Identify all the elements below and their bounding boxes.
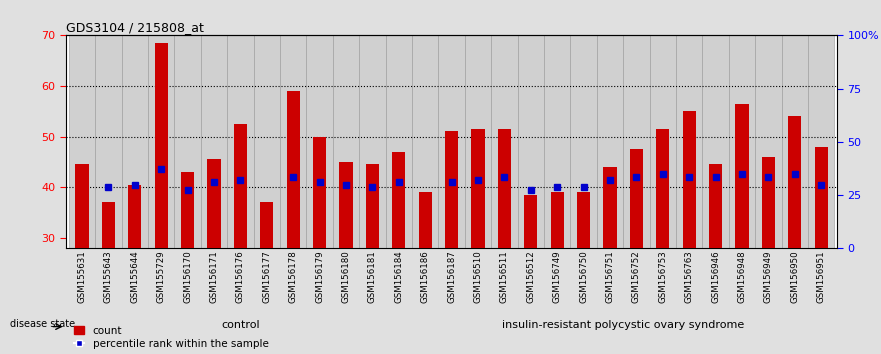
Bar [815,147,828,248]
Bar [736,104,749,248]
Bar [95,35,122,248]
Bar [418,192,432,248]
Bar [148,35,174,248]
Bar [101,202,115,248]
Bar [729,35,755,248]
Bar [570,35,596,248]
Bar [333,35,359,248]
Bar [683,111,696,248]
Bar [471,129,485,248]
Text: control: control [221,320,260,330]
Bar [122,35,148,248]
Bar [359,35,386,248]
Bar [808,35,834,248]
Bar [439,35,464,248]
Text: GDS3104 / 215808_at: GDS3104 / 215808_at [66,21,204,34]
Text: insulin-resistant polycystic ovary syndrome: insulin-resistant polycystic ovary syndr… [502,320,744,330]
Bar [524,195,537,248]
Bar [75,164,88,248]
Bar [445,131,458,248]
Bar [286,91,300,248]
Bar [781,35,808,248]
Bar [174,35,201,248]
Bar [517,35,544,248]
Bar [551,192,564,248]
Legend: count, percentile rank within the sample: count, percentile rank within the sample [74,326,269,349]
Bar [788,116,802,248]
Bar [702,35,729,248]
Bar [491,35,517,248]
Bar [201,35,227,248]
Bar [339,162,352,248]
Bar [630,149,643,248]
Bar [227,35,254,248]
Bar [366,164,379,248]
Bar [386,35,412,248]
Text: disease state: disease state [10,319,75,329]
Bar [154,43,167,248]
Bar [313,137,326,248]
Bar [464,35,491,248]
Bar [649,35,676,248]
Bar [577,192,590,248]
Bar [498,129,511,248]
Bar [623,35,649,248]
Bar [181,172,194,248]
Bar [412,35,439,248]
Bar [280,35,307,248]
Bar [709,164,722,248]
Bar [392,152,405,248]
Bar [233,124,247,248]
Bar [128,184,141,248]
Bar [307,35,333,248]
Bar [69,35,95,248]
Bar [676,35,702,248]
Bar [207,159,220,248]
Bar [596,35,623,248]
Bar [762,157,775,248]
Bar [260,202,273,248]
Bar [603,167,617,248]
Bar [656,129,670,248]
Bar [544,35,570,248]
Bar [254,35,280,248]
Bar [755,35,781,248]
